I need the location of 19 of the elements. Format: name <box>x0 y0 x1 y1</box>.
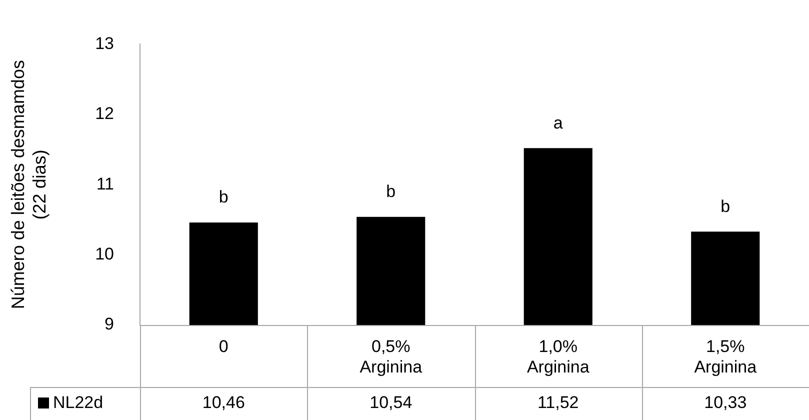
annotation: b <box>386 182 396 202</box>
data-label: 10,33 <box>704 393 747 412</box>
x-tick-label: 1,0% Arginina <box>526 336 590 376</box>
annotation: b <box>218 188 228 207</box>
y-axis-title: Número de leitões desmamdos (22 dias) <box>8 60 50 310</box>
data-label: 10,46 <box>202 393 245 412</box>
x-tick-label: 0 <box>218 336 228 356</box>
y-tick-label: 12 <box>95 104 114 124</box>
y-tick-label: 13 <box>95 34 114 53</box>
legend-label: NL22d <box>53 393 104 412</box>
annotation: b <box>720 196 730 216</box>
data-label: 10,54 <box>370 393 412 412</box>
annotation: a <box>553 113 564 132</box>
y-tick-label: 10 <box>95 244 114 264</box>
x-tick-label: 0,5% Arginina <box>360 336 423 376</box>
y-tick-label: 11 <box>96 174 114 194</box>
data-label: 11,52 <box>537 393 579 412</box>
x-tick-label: 1,5% Arginina <box>694 336 758 376</box>
y-tick-label: 9 <box>104 314 114 334</box>
